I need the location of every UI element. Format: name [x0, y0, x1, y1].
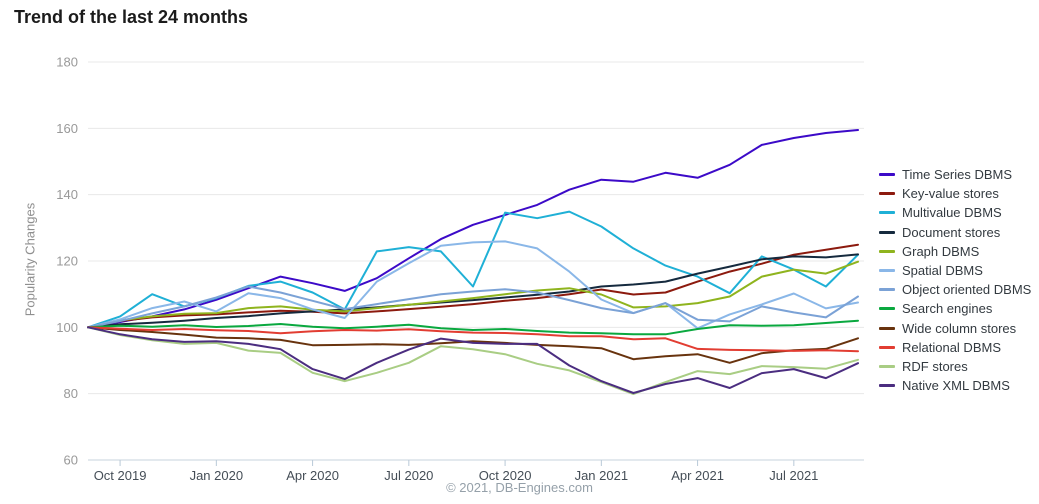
- x-tick-label: Apr 2020: [286, 468, 339, 483]
- series-line-search-engines[interactable]: [87, 319, 859, 336]
- legend-dash-icon: [879, 364, 895, 368]
- y-axis-title: Popularity Changes: [22, 202, 38, 317]
- y-tick-label: 140: [56, 187, 78, 202]
- legend-item-graph-dbms[interactable]: Graph DBMS: [879, 242, 1031, 261]
- x-tick-label: Jan 2020: [190, 468, 244, 483]
- x-tick-label: Oct 2019: [94, 468, 147, 483]
- legend-label: Key-value stores: [902, 186, 999, 202]
- legend-dash-icon: [879, 269, 895, 273]
- chart-title: Trend of the last 24 months: [14, 7, 249, 27]
- legend-item-spatial-dbms[interactable]: Spatial DBMS: [879, 261, 1031, 280]
- legend-dash-icon: [879, 307, 895, 311]
- legend-dash-icon: [879, 288, 895, 292]
- series-line-native-xml-dbms[interactable]: [87, 326, 859, 394]
- legend-item-object-oriented-dbms[interactable]: Object oriented DBMS: [879, 280, 1031, 299]
- legend-item-relational-dbms[interactable]: Relational DBMS: [879, 338, 1031, 357]
- legend-dash-icon: [879, 211, 895, 215]
- legend-label: Spatial DBMS: [902, 263, 983, 279]
- legend-label: Document stores: [902, 224, 1001, 240]
- series-line-wide-column-stores[interactable]: [87, 326, 859, 364]
- legend-label: Time Series DBMS: [902, 167, 1013, 183]
- y-tick-label: 80: [64, 386, 78, 401]
- legend-item-document-stores[interactable]: Document stores: [879, 223, 1031, 242]
- legend-label: Native XML DBMS: [902, 378, 1010, 394]
- legend-item-wide-column-stores[interactable]: Wide column stores: [879, 319, 1031, 338]
- copyright-footer[interactable]: © 2021, DB-Engines.com: [446, 480, 593, 495]
- x-tick-label: Oct 2020: [479, 468, 532, 483]
- legend-label: RDF stores: [902, 358, 968, 374]
- chart-legend: Time Series DBMS Key-value stores Multival…: [879, 165, 1031, 395]
- y-tick-label: 100: [56, 320, 78, 335]
- legend-dash-icon: [879, 173, 895, 177]
- y-tick-label: 180: [56, 55, 78, 70]
- legend-dash-icon: [879, 192, 895, 196]
- legend-dash-icon: [879, 230, 895, 234]
- series-line-relational-dbms[interactable]: [87, 326, 859, 353]
- x-tick-label: Apr 2021: [671, 468, 724, 483]
- y-tick-label: 120: [56, 254, 78, 269]
- legend-item-search-engines[interactable]: Search engines: [879, 299, 1031, 318]
- legend-label: Relational DBMS: [902, 339, 1001, 355]
- legend-item-time-series-dbms[interactable]: Time Series DBMS: [879, 165, 1031, 184]
- legend-label: Object oriented DBMS: [902, 282, 1032, 298]
- series-line-rdf-stores[interactable]: [87, 326, 859, 395]
- x-tick-label: Jul 2021: [769, 468, 818, 483]
- x-tick-label: Jul 2020: [384, 468, 433, 483]
- legend-item-multivalue-dbms[interactable]: Multivalue DBMS: [879, 203, 1031, 222]
- legend-item-native-xml-dbms[interactable]: Native XML DBMS: [879, 376, 1031, 395]
- legend-dash-icon: [879, 249, 895, 253]
- legend-label: Multivalue DBMS: [902, 205, 1002, 221]
- legend-label: Graph DBMS: [902, 243, 980, 259]
- series-line-document-stores[interactable]: [87, 253, 859, 329]
- x-tick-label: Jan 2021: [575, 468, 629, 483]
- legend-item-key-value-stores[interactable]: Key-value stores: [879, 184, 1031, 203]
- series-line-object-oriented-dbms[interactable]: [87, 285, 859, 329]
- series-line-spatial-dbms[interactable]: [87, 240, 859, 330]
- legend-dash-icon: [879, 345, 895, 349]
- series-line-key-value-stores[interactable]: [87, 243, 859, 329]
- legend-dash-icon: [879, 326, 895, 330]
- series-line-time-series-dbms[interactable]: [87, 129, 859, 329]
- series-line-graph-dbms[interactable]: [87, 260, 859, 329]
- legend-item-rdf-stores[interactable]: RDF stores: [879, 357, 1031, 376]
- legend-dash-icon: [879, 384, 895, 388]
- y-tick-label: 60: [64, 453, 78, 468]
- legend-label: Wide column stores: [902, 320, 1017, 336]
- y-tick-label: 160: [56, 121, 78, 136]
- legend-label: Search engines: [902, 301, 993, 317]
